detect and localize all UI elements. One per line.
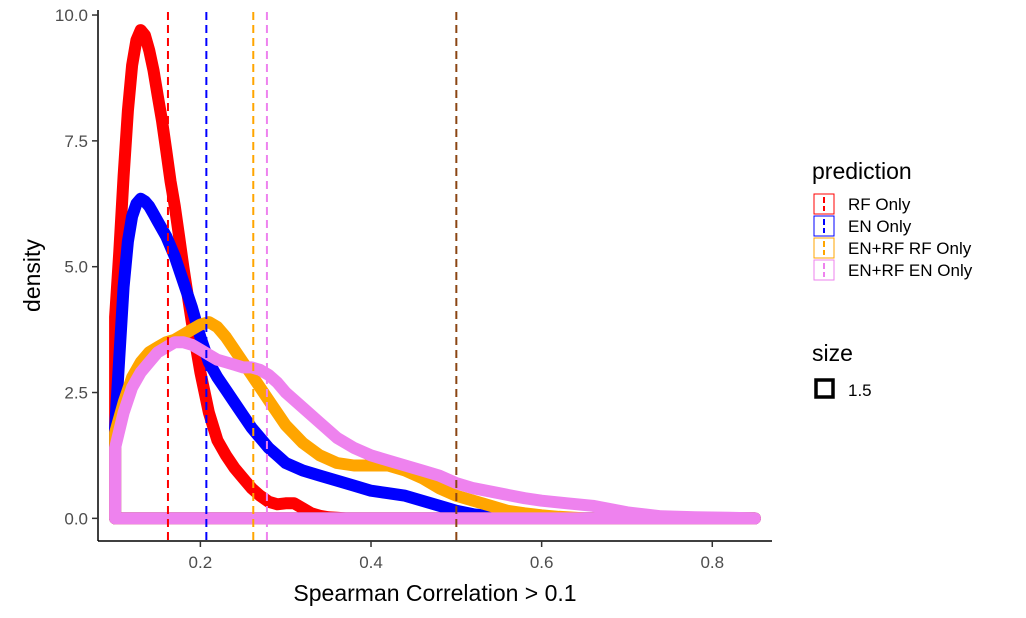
y-tick-label: 7.5: [64, 132, 88, 151]
y-axis-title: density: [19, 239, 45, 312]
legend-label: EN+RF RF Only: [848, 239, 972, 258]
y-tick-label: 0.0: [64, 509, 88, 528]
legend-title-prediction: prediction: [812, 158, 912, 184]
x-tick-label: 0.4: [359, 553, 383, 572]
legend-label: RF Only: [848, 195, 911, 214]
density-curves: [109, 24, 761, 525]
axes: 0.2 0.4 0.6 0.8 0.0 2.5 5.0 7.5 10.0 Spearman Cor…: [19, 6, 772, 606]
legend-title-size: size: [812, 340, 853, 366]
density-curve-rf-only: [109, 24, 761, 525]
legend: prediction RF Only EN Only EN+RF RF Only EN+…: [812, 158, 973, 400]
legend-key-box: [813, 215, 835, 237]
x-tick-label: 0.2: [189, 553, 213, 572]
x-axis-title: Spearman Correlation > 0.1: [293, 580, 576, 606]
legend-key-box: [813, 237, 835, 259]
x-tick-label: 0.8: [700, 553, 724, 572]
size-legend-key: [814, 378, 835, 399]
size-legend-label: 1.5: [848, 381, 872, 400]
legend-key-box: [813, 193, 835, 215]
density-curve-en-rf-en-only: [109, 336, 761, 525]
y-tick-label: 2.5: [64, 384, 88, 403]
y-tick-label: 5.0: [64, 258, 88, 277]
legend-key-box: [813, 259, 835, 281]
mean-vertical-lines: [166, 12, 458, 541]
legend-label: EN+RF EN Only: [848, 261, 973, 280]
legend-label: EN Only: [848, 217, 912, 236]
y-tick-label: 10.0: [55, 6, 88, 25]
x-tick-label: 0.6: [530, 553, 554, 572]
density-curve-en-only: [109, 192, 761, 525]
